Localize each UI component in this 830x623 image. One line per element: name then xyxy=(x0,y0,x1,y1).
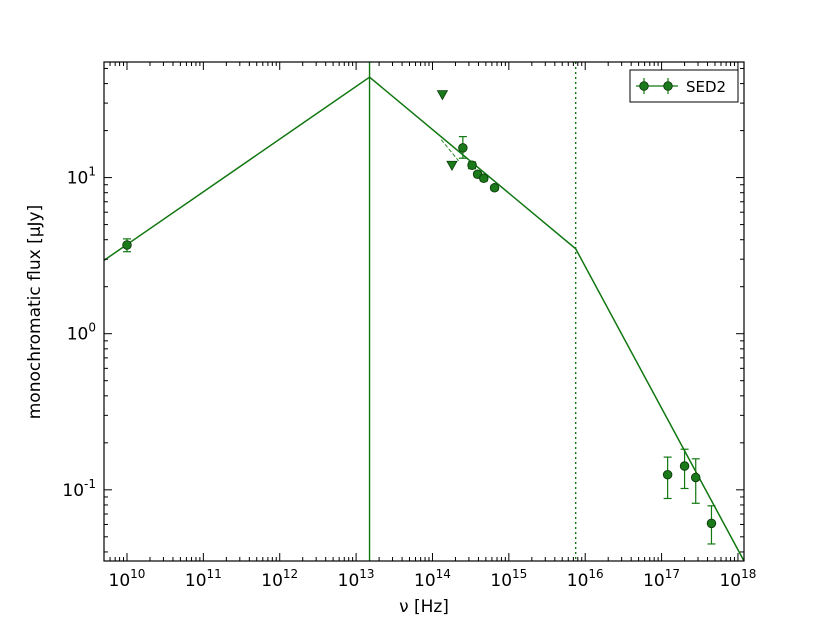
x-tick-label: 1012 xyxy=(261,567,298,591)
legend-point xyxy=(639,81,649,91)
x-axis-label: ν [Hz] xyxy=(399,597,449,617)
x-tick-label: 1013 xyxy=(338,567,375,591)
axis-ticks: 1010 1011 1012 1013 1014 1015 1016 1017 1018 101 1… xyxy=(62,62,756,591)
y-tick-label: 101 xyxy=(67,165,96,189)
upper-limit-marker xyxy=(436,90,449,101)
upper-limit-marker xyxy=(446,160,458,172)
data-point xyxy=(706,518,717,529)
model-line xyxy=(104,76,744,561)
legend-point xyxy=(663,81,673,91)
fit-segment xyxy=(440,139,460,162)
plot-frame xyxy=(103,61,745,562)
data-point xyxy=(489,183,500,193)
x-tick-label: 1014 xyxy=(414,567,451,591)
legend-marker-sed2 xyxy=(636,78,678,94)
data-point xyxy=(662,469,673,480)
x-tick-label: 1011 xyxy=(185,567,222,591)
data-point xyxy=(122,240,132,250)
data-point xyxy=(679,461,690,471)
data-point xyxy=(690,472,701,483)
data-point xyxy=(458,143,468,153)
x-tick-label: 1015 xyxy=(490,567,527,591)
y-axis-label: monochromatic flux [μJy] xyxy=(25,205,45,420)
y-tick-label: 10-1 xyxy=(62,477,96,501)
x-tick-label: 1018 xyxy=(719,567,756,591)
x-tick-label: 1016 xyxy=(567,567,604,591)
data-point xyxy=(467,160,477,170)
y-tick-label: 100 xyxy=(67,321,96,345)
legend-label-sed2: SED2 xyxy=(686,78,726,96)
x-tick-label: 1017 xyxy=(643,567,680,591)
data-point xyxy=(479,173,489,184)
x-tick-label: 1010 xyxy=(109,567,146,591)
legend: SED2 xyxy=(629,69,739,103)
plot-area xyxy=(104,62,744,561)
